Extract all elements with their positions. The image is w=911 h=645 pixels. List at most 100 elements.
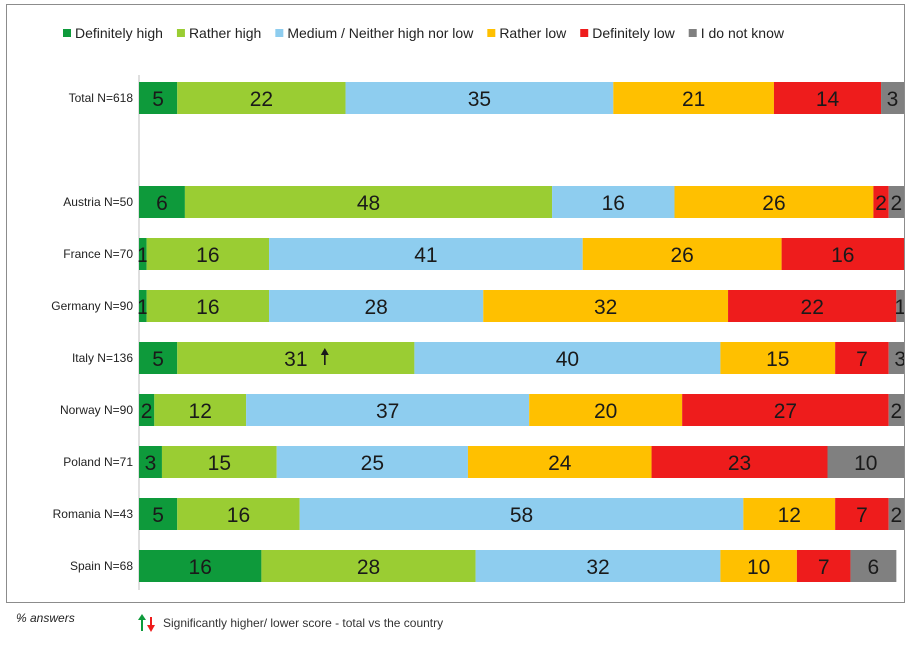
legend-label: Rather high (189, 25, 261, 41)
bar-segment-medium-neither-high-nor-low (414, 342, 721, 374)
data-label: 1 (137, 296, 149, 319)
data-label: 20 (594, 400, 617, 423)
bar-segment-rather-high (146, 238, 270, 270)
data-label: 58 (510, 504, 533, 527)
bar-segment-rather-low (467, 446, 652, 478)
legend-label: Definitely low (592, 25, 675, 41)
significance-up-arrow-icon (320, 348, 329, 365)
bar-segment-definitely-low (682, 394, 889, 426)
data-label: 1 (894, 296, 904, 319)
data-label: 2 (891, 504, 903, 527)
legend-label: Definitely high (75, 25, 163, 41)
bar-segment-definitely-low (728, 290, 897, 322)
bar-segment-definitely-low (781, 238, 904, 270)
bar-segment-definitely-low (796, 550, 851, 582)
bar-row-norway-n-90: Norway N=90 2 12 37 20 27 2 (60, 394, 904, 426)
category-label: Spain N=68 (70, 559, 133, 573)
data-label: 6 (868, 556, 880, 579)
data-label: 16 (831, 244, 854, 267)
bar-segment-definitely-high (139, 498, 178, 530)
data-label: 26 (670, 244, 693, 267)
category-label: Norway N=90 (60, 403, 133, 417)
bar-segment-medium-neither-high-nor-low (299, 498, 744, 530)
bar-segment-definitely-high (139, 446, 162, 478)
legend-label: Rather low (499, 25, 567, 41)
bar-segment-rather-high (177, 342, 415, 374)
data-label: 28 (357, 556, 380, 579)
legend-swatch (176, 29, 185, 37)
category-label: Germany N=90 (51, 299, 133, 313)
data-label: 14 (816, 88, 840, 111)
data-label: 40 (556, 348, 579, 371)
bar-segment-medium-neither-high-nor-low (276, 446, 468, 478)
data-label: 3 (887, 88, 899, 111)
bar-segment-definitely-high (139, 394, 155, 426)
bar-segment-rather-low (674, 186, 874, 218)
legend-item-i-do-not-know: I do not know (688, 25, 785, 41)
bar-segment-medium-neither-high-nor-low (246, 394, 530, 426)
bar-segment-rather-high (261, 550, 476, 582)
bar-segment-rather-low (720, 342, 836, 374)
data-label: 31 (284, 348, 307, 371)
data-label: 16 (602, 192, 625, 215)
bar-row-romania-n-43: Romania N=43 5 16 58 12 7 2 (53, 498, 904, 530)
data-label: 41 (414, 244, 437, 267)
bar-segment-rather-high (161, 446, 277, 478)
bar-row-poland-n-71: Poland N=71 3 15 25 24 23 10 (63, 446, 904, 478)
data-label: 5 (152, 348, 164, 371)
chart-frame: Definitely high Rather high Medium / Neith… (6, 4, 905, 603)
bar-segment-rather-low (720, 550, 797, 582)
up-down-arrows-icon (138, 614, 155, 632)
bar-segment-i-do-not-know (888, 186, 904, 218)
bar-row-germany-n-90: Germany N=90 1 16 28 32 22 1 (51, 290, 904, 322)
stacked-bar-chart: Definitely high Rather high Medium / Neith… (51, 25, 904, 590)
bar-segment-medium-neither-high-nor-low (475, 550, 721, 582)
bar-segment-rather-low (529, 394, 683, 426)
legend-swatch (63, 29, 71, 37)
bar-segment-i-do-not-know (896, 290, 904, 322)
bar-segment-i-do-not-know (850, 550, 897, 582)
bar-row-spain-n-68: Spain N=68 16 28 32 10 7 6 (70, 550, 897, 582)
legend-swatch (275, 29, 284, 37)
legend-item-rather-low: Rather low (487, 25, 567, 41)
category-label: Italy N=136 (72, 351, 133, 365)
data-label: 10 (747, 556, 770, 579)
data-label: 2 (875, 192, 887, 215)
bar-segment-definitely-low (651, 446, 828, 478)
category-label: Austria N=50 (63, 195, 133, 209)
legend: Definitely high Rather high Medium / Neith… (63, 25, 785, 41)
answers-note: % answers (16, 611, 75, 625)
significance-legend: Significantly higher/ lower score - tota… (137, 613, 443, 633)
bar-segment-definitely-high (139, 290, 147, 322)
data-label: 21 (682, 88, 705, 111)
bar-segment-i-do-not-know (881, 82, 904, 114)
category-label: Total N=618 (69, 91, 134, 105)
bar-segment-rather-high (146, 290, 270, 322)
data-label: 15 (208, 452, 231, 475)
bar-row-austria-n-50: Austria N=50 6 48 16 26 2 2 (63, 186, 904, 218)
bar-segment-medium-neither-high-nor-low (345, 82, 614, 114)
bar-segment-rather-high (154, 394, 247, 426)
legend-swatch (688, 29, 697, 37)
bar-segment-definitely-low (873, 186, 889, 218)
data-label: 28 (364, 296, 387, 319)
data-label: 25 (361, 452, 384, 475)
bar-segment-i-do-not-know (888, 498, 904, 530)
bar-segment-i-do-not-know (827, 446, 904, 478)
bar-segment-definitely-high (139, 550, 262, 582)
data-label: 22 (801, 296, 824, 319)
bar-segment-medium-neither-high-nor-low (552, 186, 675, 218)
legend-swatch (487, 29, 496, 37)
bar-segment-medium-neither-high-nor-low (269, 238, 583, 270)
bar-segment-rather-high (177, 498, 300, 530)
bar-segment-definitely-high (139, 238, 147, 270)
legend-label: Medium / Neither high nor low (287, 25, 474, 41)
category-label: Poland N=71 (63, 455, 133, 469)
bar-segment-definitely-low (773, 82, 882, 114)
significance-legend-label: Significantly higher/ lower score - tota… (163, 616, 444, 630)
bar-row-total-n-618: Total N=618 5 22 35 21 14 3 (69, 82, 904, 114)
data-label: 37 (376, 400, 399, 423)
legend-item-definitely-high: Definitely high (63, 25, 163, 41)
data-label: 32 (586, 556, 609, 579)
data-label: 2 (141, 400, 153, 423)
